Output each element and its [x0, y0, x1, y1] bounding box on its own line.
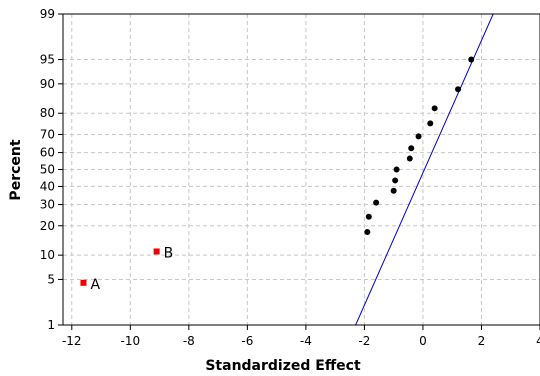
- significant-effect-point: [153, 248, 160, 255]
- y-tick-label: 10: [40, 248, 55, 262]
- y-tick-label: 5: [47, 272, 55, 286]
- effect-point: [455, 86, 462, 93]
- effect-point: [392, 177, 399, 184]
- effect-point: [431, 105, 438, 112]
- x-tick-label: -2: [358, 334, 370, 348]
- grid-lines: [63, 14, 540, 325]
- effect-point: [408, 145, 415, 152]
- data-points: AB: [80, 56, 475, 293]
- effect-point: [406, 155, 413, 162]
- x-tick-label: -8: [183, 334, 195, 348]
- y-tick-label: 90: [40, 77, 55, 91]
- x-axis-title: Standardized Effect: [205, 358, 361, 374]
- y-tick-label: 30: [40, 198, 55, 212]
- effect-point: [393, 166, 400, 173]
- y-tick-label: 20: [40, 219, 55, 233]
- effect-point: [427, 120, 434, 127]
- reference-line-layer: [355, 14, 494, 325]
- y-tick-label: 99: [40, 7, 55, 21]
- x-tick-label: -6: [241, 334, 253, 348]
- x-tick-label: 0: [419, 334, 427, 348]
- y-tick-label: 95: [40, 53, 55, 67]
- effect-point: [468, 56, 475, 63]
- x-tick-label: -10: [121, 334, 141, 348]
- significant-effect-point: [80, 279, 87, 286]
- x-tick-label: 4: [536, 334, 540, 348]
- point-label: B: [164, 245, 174, 261]
- x-tick-label: -12: [62, 334, 82, 348]
- effect-point: [390, 187, 397, 194]
- point-label: A: [90, 277, 100, 293]
- axis-ticks: -12 -10 -8 -6 -4 -2 0 2 4 1 5 10 20 30 40 50 60 70 80 90 95 9…: [40, 7, 540, 348]
- y-tick-label: 1: [47, 318, 55, 332]
- effect-point: [373, 199, 380, 206]
- y-tick-label: 60: [40, 146, 55, 160]
- y-tick-label: 40: [40, 179, 55, 193]
- effect-point: [364, 228, 371, 235]
- y-tick-label: 50: [40, 163, 55, 177]
- plot-frame: [62, 13, 540, 326]
- y-tick-label: 80: [40, 106, 55, 120]
- y-tick-label: 70: [40, 127, 55, 141]
- x-tick-label: 2: [478, 334, 486, 348]
- x-tick-label: -4: [300, 334, 312, 348]
- effect-point: [415, 133, 422, 140]
- effect-point: [365, 213, 372, 220]
- reference-line: [355, 14, 494, 325]
- y-axis-title: Percent: [8, 139, 24, 200]
